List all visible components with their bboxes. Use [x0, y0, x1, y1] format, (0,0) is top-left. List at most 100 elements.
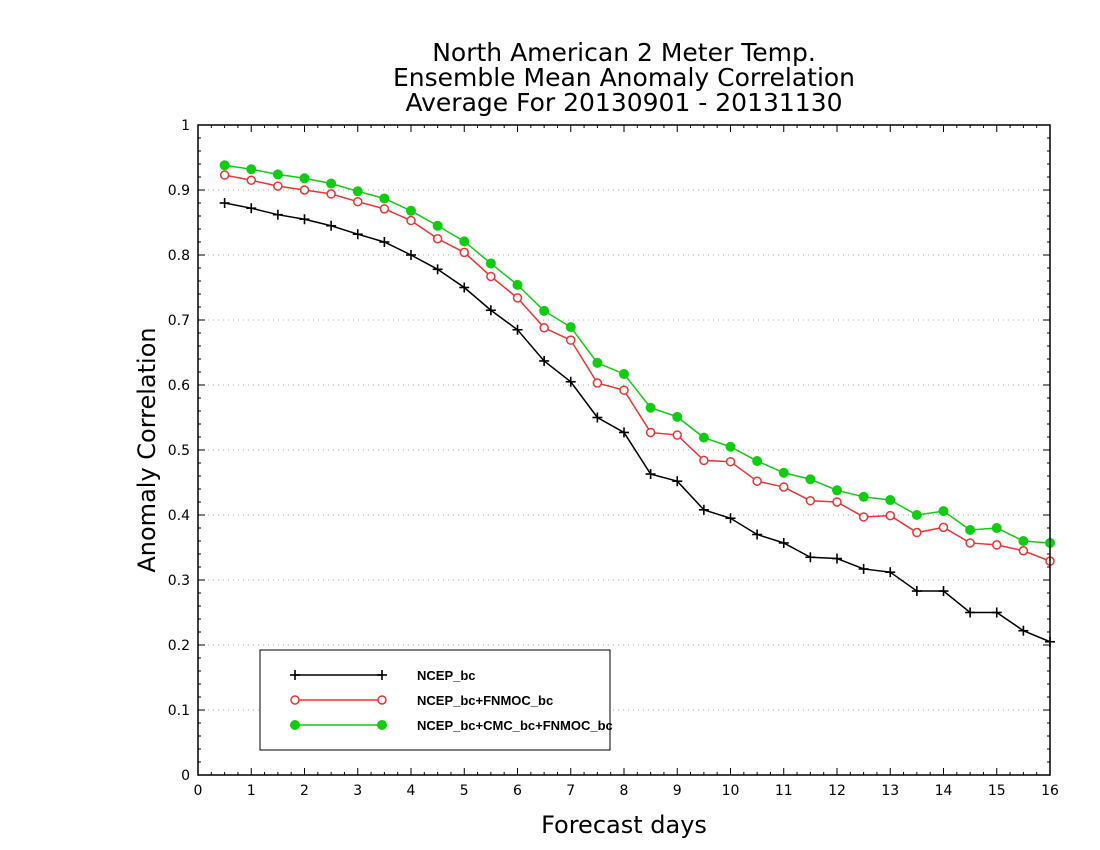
series-NCEP_bc+CMC_bc+FNMOC_bc — [219, 160, 1055, 548]
data-point — [885, 495, 896, 506]
data-point — [965, 538, 975, 548]
y-tick-label: 0.2 — [168, 638, 190, 654]
axes: 0 1 2 3 4 5 6 7 8 9 10 11 12 13 14 15 1600.10.20.30.40.5… — [168, 118, 1059, 799]
y-tick-label: 0.8 — [168, 248, 190, 264]
data-point — [539, 305, 550, 316]
data-point — [565, 322, 576, 333]
data-point — [752, 476, 762, 486]
data-point — [832, 497, 842, 507]
x-tick-label: 2 — [300, 783, 309, 799]
data-point — [219, 160, 230, 171]
gridlines — [198, 189, 1050, 711]
legend: NCEP_bc NCEP_bc+FNMOC_bc NCEP_bc+CMC_bc+FN… — [259, 649, 613, 751]
x-tick-label: 5 — [460, 783, 469, 799]
data-point — [778, 467, 789, 478]
y-tick-label: 0 — [181, 768, 190, 784]
x-tick-label: 10 — [722, 783, 740, 799]
legend-marker — [377, 720, 387, 730]
data-point — [725, 441, 736, 452]
data-point — [273, 181, 283, 191]
y-tick-label: 0.6 — [168, 378, 190, 394]
title-line-1: North American 2 Meter Temp. — [432, 38, 816, 67]
y-tick-label: 0.1 — [168, 703, 190, 719]
x-tick-label: 3 — [353, 783, 362, 799]
x-axis-label: Forecast days — [541, 811, 707, 839]
data-point — [805, 474, 816, 485]
legend-label: NCEP_bc+FNMOC_bc — [417, 693, 553, 708]
series-NCEP_bc+FNMOC_bc — [219, 170, 1055, 566]
data-point — [885, 510, 895, 521]
data-point — [619, 368, 629, 379]
x-tick-label: 15 — [988, 783, 1006, 799]
data-point — [645, 402, 656, 413]
y-tick-label: 0.4 — [168, 508, 190, 524]
data-point — [379, 204, 390, 214]
data-point — [352, 186, 363, 197]
data-point — [911, 510, 922, 520]
data-point — [406, 205, 416, 216]
data-point — [219, 170, 230, 180]
x-tick-label: 11 — [775, 783, 793, 799]
data-point — [592, 357, 603, 368]
data-point — [512, 279, 523, 290]
legend-label: NCEP_bc — [417, 668, 476, 683]
data-point — [246, 164, 257, 175]
data-point — [698, 432, 709, 443]
series-line-NCEP_bc+CMC_bc+FNMOC_bc — [224, 164, 1051, 544]
y-tick-label: 0.9 — [168, 183, 190, 199]
data-point — [832, 485, 842, 496]
data-point — [486, 271, 496, 282]
series-line-NCEP_bc — [224, 202, 1051, 643]
data-point — [432, 220, 443, 231]
data-point — [459, 247, 469, 258]
data-point — [858, 491, 869, 502]
x-tick-label: 8 — [620, 783, 629, 799]
data-point — [246, 175, 256, 185]
data-point — [725, 456, 736, 467]
data-point — [1018, 536, 1029, 546]
data-point — [299, 173, 310, 184]
y-tick-label: 0.5 — [168, 443, 190, 459]
legend-marker — [290, 695, 300, 705]
x-tick-label: 16 — [1041, 783, 1059, 799]
data-point — [645, 427, 656, 438]
series-NCEP_bc — [219, 198, 1055, 647]
legend-marker — [290, 720, 300, 730]
data-point — [566, 335, 576, 345]
x-tick-label: 4 — [407, 783, 416, 799]
title-line-3: Average For 20130901 - 20131130 — [405, 88, 842, 117]
data-point — [539, 323, 549, 333]
data-point — [699, 455, 709, 466]
legend-marker — [377, 695, 387, 705]
x-tick-label: 7 — [566, 783, 575, 799]
data-point — [432, 234, 443, 244]
data-point — [938, 506, 949, 517]
legend-label: NCEP_bc+CMC_bc+FNMOC_bc — [417, 718, 613, 733]
x-tick-label: 6 — [513, 783, 522, 799]
data-point — [672, 411, 683, 422]
data-point — [459, 236, 470, 247]
data-point — [272, 169, 283, 180]
data-point — [912, 527, 922, 538]
x-tick-label: 14 — [935, 783, 953, 799]
title-line-2: Ensemble Mean Anomaly Correlation — [393, 63, 855, 92]
data-point — [379, 193, 390, 204]
y-tick-label: 1 — [181, 118, 190, 134]
plot-frame — [197, 124, 1051, 776]
y-tick-label: 0.3 — [168, 573, 190, 589]
data-point — [406, 215, 416, 226]
data-point — [965, 524, 976, 535]
data-point — [326, 189, 336, 199]
data-point — [299, 185, 310, 195]
data-point — [592, 378, 603, 388]
data-point — [991, 523, 1002, 533]
data-point — [1018, 546, 1029, 556]
data-point — [992, 540, 1002, 550]
data-point — [353, 196, 363, 207]
data-point — [326, 178, 337, 189]
data-point — [858, 512, 869, 522]
data-point — [672, 430, 682, 440]
data-point — [938, 522, 949, 533]
x-tick-label: 12 — [828, 783, 846, 799]
